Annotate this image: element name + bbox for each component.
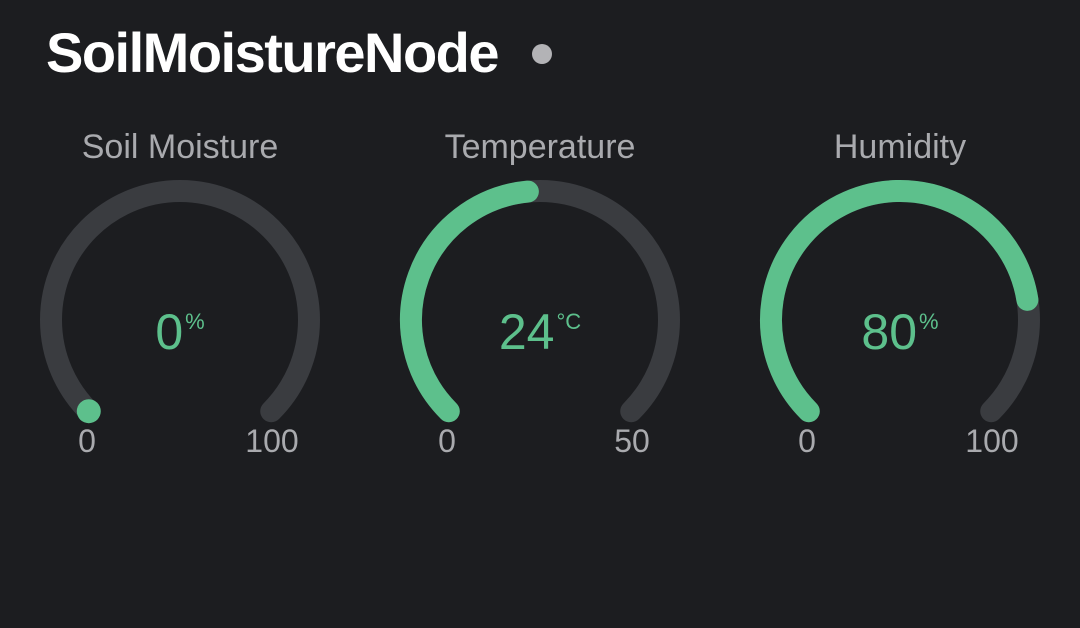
gauge-value-number: 80 [861, 304, 918, 360]
gauge-soil-moisture: Soil Moisture 0% 0 100 [30, 126, 330, 466]
header: SoilMoistureNode [46, 18, 553, 88]
gauge-max-label: 50 [614, 423, 650, 459]
gauge-track [40, 180, 320, 423]
gauge-value: 0% [30, 292, 330, 375]
gauge-fill [400, 180, 539, 423]
gauge-value: 80% [750, 292, 1050, 375]
gauge-min-label: 0 [78, 423, 96, 459]
gauge-humidity: Humidity 80% 0 100 [750, 126, 1050, 466]
gauge-value: 24°C [390, 292, 690, 375]
gauge-min-label: 0 [798, 423, 816, 459]
gauge-value-number: 0 [155, 304, 184, 360]
gauge-dial [40, 180, 320, 424]
gauge-value-unit: °C [556, 309, 582, 334]
gauge-dial [760, 180, 1040, 423]
gauge-dial [400, 180, 680, 423]
gauge-fill-dot [76, 399, 101, 424]
gauge-max-label: 100 [245, 423, 299, 459]
gauge-fill [760, 180, 1039, 423]
gauge-title: Soil Moisture [81, 128, 279, 166]
device-name: SoilMoistureNode [46, 21, 500, 84]
gauge-temperature: Temperature 24°C 0 50 [390, 126, 690, 466]
gauge-value-unit: % [185, 309, 205, 334]
gauge-min-label: 0 [438, 423, 456, 459]
gauge-value-unit: % [919, 309, 939, 334]
gauge-title: Humidity [833, 128, 967, 166]
status-dot-icon [532, 44, 553, 64]
gauge-value-number: 24 [498, 304, 555, 360]
gauge-title: Temperature [444, 128, 636, 166]
gauge-max-label: 100 [965, 423, 1019, 459]
